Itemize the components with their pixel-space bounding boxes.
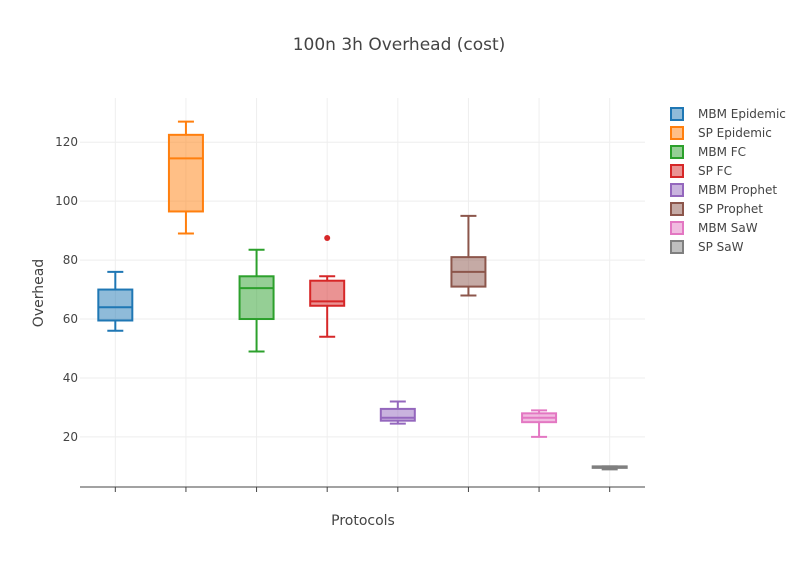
legend-item: MBM SaW (670, 221, 758, 235)
box-mbm-saw (521, 409, 558, 438)
iqr-box (167, 133, 204, 213)
legend-label: MBM SaW (698, 221, 758, 235)
legend-label: MBM Epidemic (698, 107, 786, 121)
gridlines (80, 98, 645, 487)
box-mbm-fc (238, 248, 275, 353)
legend-swatch (670, 126, 684, 140)
iqr-box (379, 407, 416, 422)
box-sp-saw (591, 465, 628, 471)
legend-label: SP Prophet (698, 202, 763, 216)
legend: MBM Epidemic SP Epidemic MBM FC SP FC MBM Pr… (670, 107, 786, 254)
box-mbm-prophet (379, 400, 416, 425)
legend-label: MBM FC (698, 145, 746, 159)
legend-item: SP FC (670, 164, 732, 178)
y-axis-label: Overhead (31, 259, 47, 327)
boxes (97, 120, 628, 471)
axes: 20 40 60 80 100 120 (55, 135, 645, 492)
box-sp-fc (309, 234, 346, 338)
legend-item: SP Prophet (670, 202, 763, 216)
legend-label: SP Epidemic (698, 126, 772, 140)
box-sp-epidemic (167, 120, 204, 235)
legend-item: MBM Epidemic (670, 107, 786, 121)
iqr-box (238, 275, 275, 321)
y-tick-label: 100 (55, 194, 78, 208)
y-tick-label: 60 (63, 312, 78, 326)
outlier-point (324, 234, 331, 241)
legend-swatch (670, 183, 684, 197)
y-tick-label: 40 (63, 371, 78, 385)
y-tick-label: 120 (55, 135, 78, 149)
legend-swatch (670, 202, 684, 216)
iqr-box (97, 288, 134, 322)
legend-swatch (670, 164, 684, 178)
legend-swatch (670, 145, 684, 159)
legend-swatch (670, 240, 684, 254)
legend-swatch (670, 221, 684, 235)
legend-item: MBM Prophet (670, 183, 777, 197)
chart-title: 100n 3h Overhead (cost) (293, 35, 506, 55)
legend-label: MBM Prophet (698, 183, 777, 197)
box-mbm-epidemic (97, 270, 134, 332)
y-tick-label: 80 (63, 253, 78, 267)
legend-item: SP Epidemic (670, 126, 772, 140)
legend-item: MBM FC (670, 145, 746, 159)
y-tick-label: 20 (63, 430, 78, 444)
legend-label: SP FC (698, 164, 732, 178)
x-axis-label: Protocols (331, 513, 395, 529)
legend-item: SP SaW (670, 240, 744, 254)
legend-label: SP SaW (698, 240, 744, 254)
legend-swatch (670, 107, 684, 121)
box-sp-prophet (450, 214, 487, 297)
